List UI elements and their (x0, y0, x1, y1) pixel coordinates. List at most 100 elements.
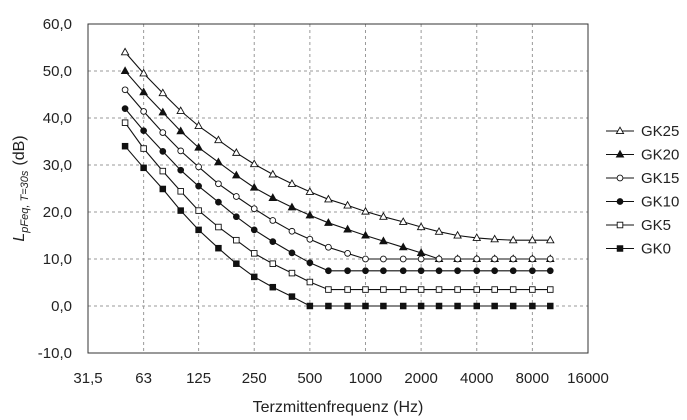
data-point (288, 249, 296, 257)
data-point (453, 230, 462, 239)
data-point (121, 119, 129, 126)
data-point (140, 145, 147, 152)
legend-item-gk20: GK20 (606, 147, 679, 164)
series-gk0 (121, 142, 554, 310)
data-point (250, 226, 258, 234)
data-point (529, 286, 536, 293)
data-point (159, 129, 167, 136)
data-point (473, 286, 480, 293)
data-point (287, 202, 297, 211)
series-gk5 (121, 119, 554, 293)
data-point (362, 255, 369, 263)
data-point (249, 159, 259, 168)
data-point (159, 148, 167, 155)
data-point (380, 302, 387, 310)
legend-label: GK15 (641, 170, 679, 187)
data-point (529, 255, 536, 263)
data-point (233, 236, 240, 244)
data-point (454, 255, 461, 263)
data-point (529, 302, 536, 310)
data-point (490, 234, 500, 243)
data-point (509, 302, 517, 310)
series-gk20 (120, 66, 555, 263)
data-point (195, 163, 202, 171)
data-point (380, 286, 387, 293)
data-point (399, 302, 407, 310)
data-point (362, 286, 369, 293)
data-point (491, 267, 499, 275)
data-point (121, 142, 129, 150)
data-point (140, 108, 147, 115)
data-point (306, 235, 314, 243)
y-axis-title-unit: (dB) (11, 135, 28, 165)
y-axis-title: LpFeq, T=30s (dB) (11, 135, 31, 241)
legend-label: GK0 (641, 241, 671, 258)
legend-item-gk0: GK0 (606, 241, 671, 258)
data-point (250, 250, 258, 257)
series-gk25 (120, 47, 555, 244)
x-tick-label: 31,5 (73, 370, 102, 387)
y-tick-label: 40,0 (43, 110, 72, 127)
x-tick-label: 16000 (567, 370, 609, 387)
data-point (120, 66, 130, 75)
series-gk10 (121, 105, 554, 275)
series-line (124, 51, 551, 241)
data-point (508, 235, 518, 244)
data-point (139, 87, 148, 96)
y-tick-label: 0,0 (51, 298, 72, 315)
data-point (177, 166, 185, 174)
data-point (547, 286, 554, 293)
legend-label: GK25 (641, 123, 679, 140)
data-point (379, 211, 388, 220)
data-point (305, 187, 315, 195)
data-point (398, 217, 408, 225)
data-point (306, 278, 314, 286)
data-point (232, 193, 240, 200)
data-point (268, 193, 278, 201)
data-point (139, 68, 148, 77)
data-point (362, 302, 369, 310)
data-point (509, 286, 517, 293)
data-point (325, 267, 332, 275)
data-point (288, 293, 296, 300)
data-point (344, 250, 351, 257)
y-tick-label: 30,0 (43, 157, 72, 174)
data-point (361, 206, 370, 215)
data-point (305, 210, 315, 219)
data-point (435, 267, 443, 275)
data-point (325, 286, 332, 293)
data-point (344, 302, 351, 310)
legend-marker (616, 221, 624, 229)
data-point (214, 135, 223, 144)
data-point (435, 302, 443, 310)
data-point (231, 170, 241, 179)
data-point (195, 207, 202, 214)
legend: GK25 GK20 GK15 GK10 GK5 GK0 (606, 123, 679, 258)
data-point (215, 244, 222, 252)
data-point (472, 233, 482, 241)
data-point (215, 180, 222, 188)
data-point (177, 207, 184, 214)
x-tick-label: 4000 (460, 370, 493, 387)
data-point (121, 105, 129, 112)
data-point (269, 260, 277, 267)
data-point (120, 47, 130, 56)
data-point (287, 179, 297, 187)
legend-marker (615, 126, 625, 135)
data-point (454, 286, 461, 293)
x-axis-title: Terzmittenfrequenz (Hz) (253, 399, 424, 416)
data-point (434, 227, 444, 235)
data-point (231, 148, 241, 156)
data-point (435, 255, 443, 263)
data-point (195, 182, 202, 190)
data-point (344, 286, 351, 293)
data-point (288, 269, 296, 277)
data-point (417, 302, 425, 310)
data-point (250, 273, 258, 281)
y-axis-title-subscript: pFeq, T=30s (19, 170, 31, 234)
data-point (343, 200, 352, 209)
data-point (398, 242, 408, 251)
series-layer (120, 47, 555, 310)
legend-item-gk10: GK10 (606, 194, 679, 211)
